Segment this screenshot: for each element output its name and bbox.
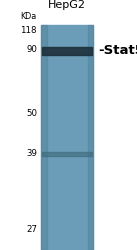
Bar xyxy=(41,25,93,250)
Text: 118: 118 xyxy=(21,26,37,35)
Bar xyxy=(41,25,47,250)
Bar xyxy=(42,152,92,156)
Text: HepG2: HepG2 xyxy=(48,0,86,10)
Text: KDa: KDa xyxy=(21,12,37,21)
Bar xyxy=(88,25,93,250)
Text: -Stat5: -Stat5 xyxy=(99,44,137,57)
Text: 39: 39 xyxy=(26,149,37,158)
Bar xyxy=(42,48,92,55)
Text: 27: 27 xyxy=(26,226,37,234)
Text: 50: 50 xyxy=(26,109,37,118)
Text: 90: 90 xyxy=(26,46,37,54)
